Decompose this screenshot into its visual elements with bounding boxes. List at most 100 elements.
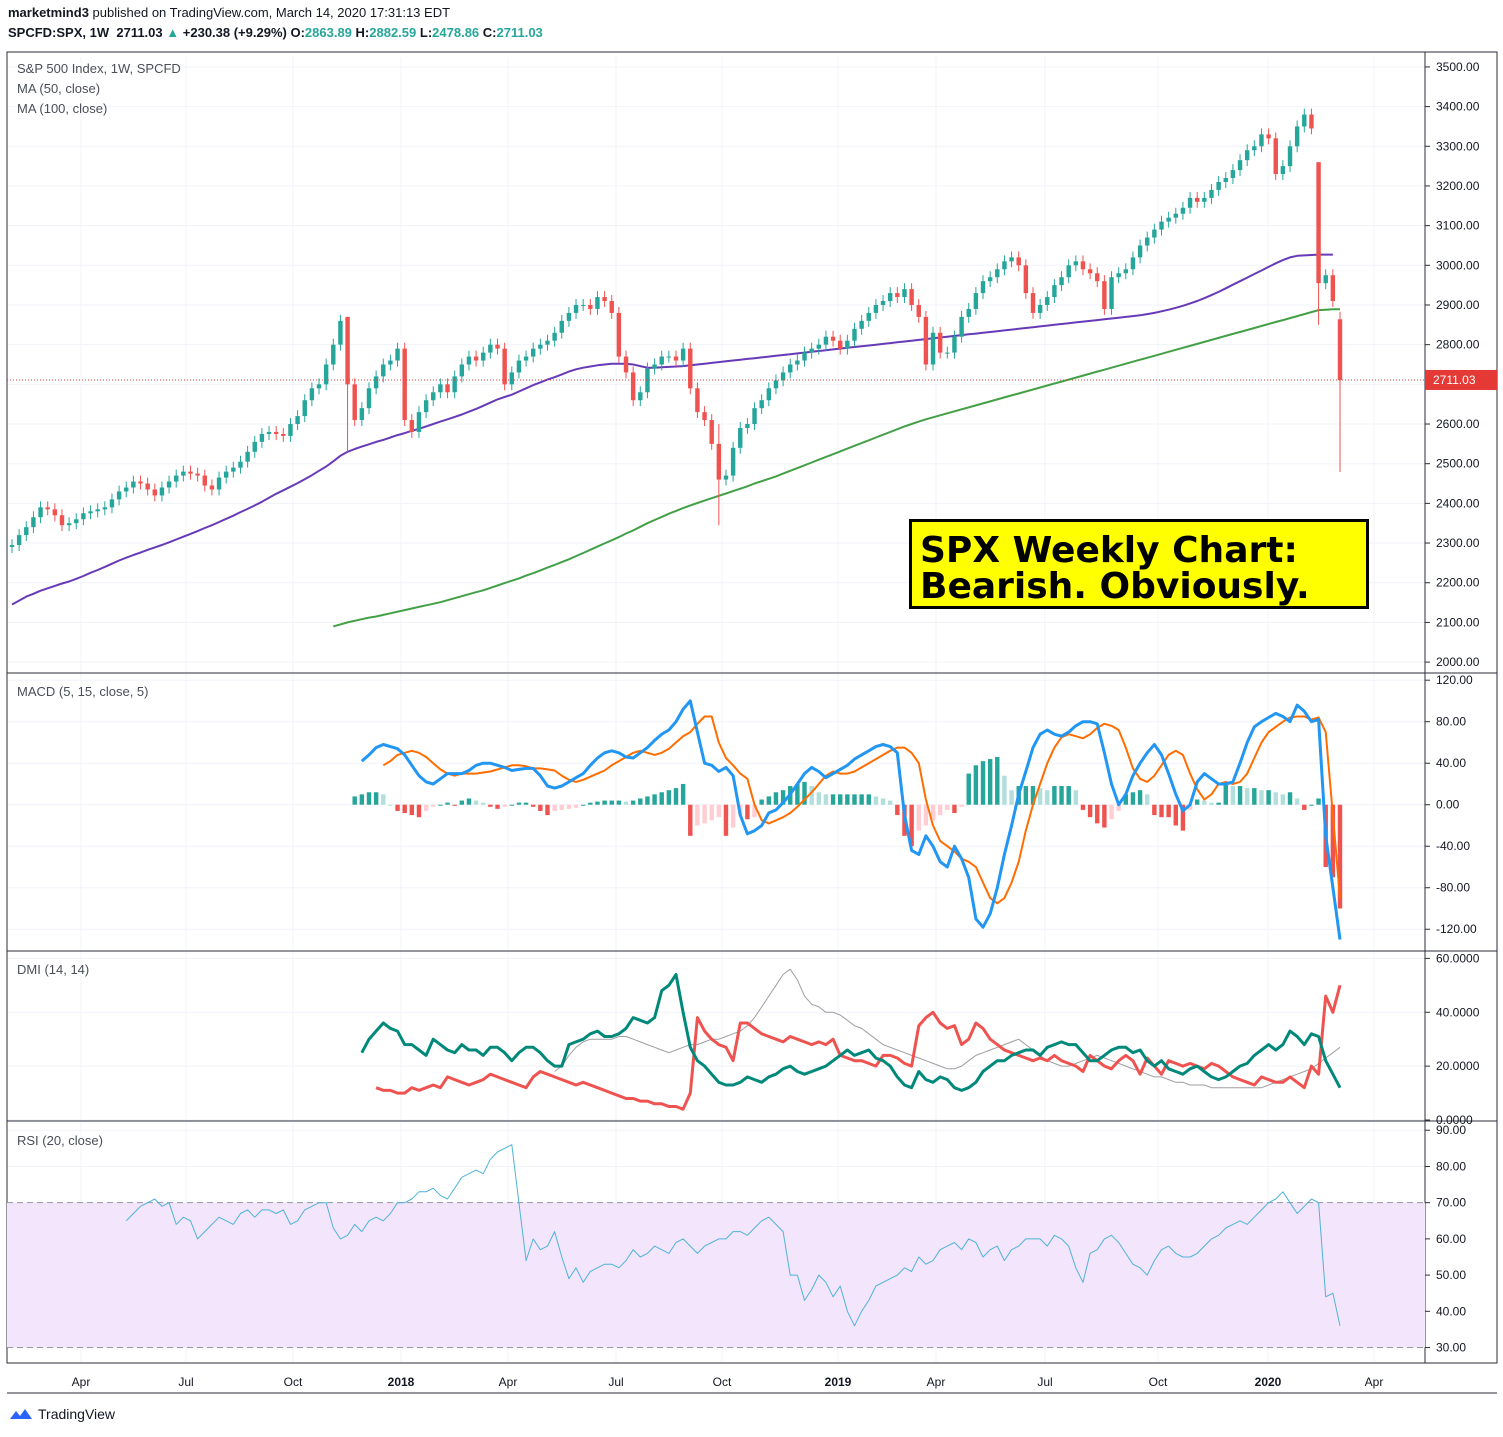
candle-body bbox=[937, 332, 943, 353]
price-tick-label: 2000.00 bbox=[1436, 655, 1480, 669]
candle-body bbox=[331, 344, 336, 365]
price-tick-label: 3400.00 bbox=[1436, 100, 1480, 114]
author-name[interactable]: marketmind3 bbox=[8, 5, 89, 20]
candle-body bbox=[673, 356, 679, 361]
candle-body bbox=[1280, 166, 1286, 175]
macd-histogram-bar bbox=[830, 794, 836, 805]
macd-histogram-bar bbox=[966, 773, 971, 805]
candle-body bbox=[866, 312, 871, 321]
candle-body bbox=[723, 475, 729, 480]
macd-histogram-bar bbox=[916, 804, 921, 831]
change-arrow-icon: ▲ bbox=[166, 25, 180, 40]
candle-body bbox=[52, 509, 58, 516]
annotation-callout: SPX Weekly Chart: Bearish. Obviously. bbox=[909, 519, 1369, 609]
symbol-label: SPCFD:SPX, 1W bbox=[8, 25, 110, 40]
macd-histogram-bar bbox=[1194, 799, 1200, 805]
tradingview-logo[interactable]: TradingView bbox=[8, 1406, 115, 1422]
candle-body bbox=[1102, 281, 1107, 309]
candle-body bbox=[830, 336, 836, 341]
macd-histogram-bar bbox=[987, 759, 993, 805]
macd-histogram-bar bbox=[880, 798, 886, 805]
macd-histogram-bar bbox=[1330, 804, 1336, 878]
candle-body bbox=[452, 376, 457, 393]
macd-histogram-bar bbox=[452, 804, 457, 806]
macd-histogram-bar bbox=[1237, 786, 1243, 805]
macd-tick-label: -120.00 bbox=[1436, 922, 1477, 936]
macd-histogram-bar bbox=[730, 804, 736, 828]
candle-body bbox=[616, 312, 622, 357]
macd-histogram-bar bbox=[1166, 804, 1171, 818]
candle-body bbox=[1123, 269, 1129, 274]
macd-histogram-bar bbox=[1123, 794, 1129, 805]
candle-body bbox=[980, 281, 986, 294]
candle-body bbox=[1273, 138, 1278, 175]
candle-body bbox=[1216, 181, 1221, 190]
macd-histogram-bar bbox=[481, 802, 486, 805]
open-value: 2863.89 bbox=[304, 25, 352, 40]
rsi-tick-label: 80.00 bbox=[1436, 1159, 1466, 1173]
dmi-tick-label: 0.0000 bbox=[1436, 1113, 1473, 1127]
macd-histogram-bar bbox=[395, 804, 400, 811]
candle-body bbox=[588, 304, 593, 309]
candle-body bbox=[959, 316, 964, 337]
macd-histogram-bar bbox=[1180, 804, 1186, 831]
candle-body bbox=[1109, 277, 1114, 309]
candle-body bbox=[438, 384, 443, 393]
candle-body bbox=[409, 420, 415, 432]
publish-date: published on TradingView.com, March 14, … bbox=[92, 5, 451, 20]
candle-body bbox=[880, 301, 886, 305]
candle-body bbox=[131, 481, 136, 488]
price-tick-label: 2600.00 bbox=[1436, 417, 1480, 431]
macd-histogram-bar bbox=[509, 804, 514, 806]
macd-histogram-bar bbox=[366, 792, 372, 805]
macd-histogram-bar bbox=[473, 800, 479, 805]
candle-body bbox=[545, 340, 550, 345]
macd-histogram-bar bbox=[766, 796, 772, 805]
adx-line bbox=[554, 968, 1341, 1089]
macd-histogram-bar bbox=[645, 796, 650, 805]
candle-body bbox=[716, 443, 722, 480]
x-tick-label: Apr bbox=[927, 1375, 946, 1389]
macd-histogram-bar bbox=[1130, 792, 1136, 805]
candle-body bbox=[209, 485, 215, 490]
price-tick-label: 2300.00 bbox=[1436, 536, 1480, 550]
macd-histogram-bar bbox=[1173, 804, 1178, 826]
candle-body bbox=[159, 487, 165, 496]
candle-body bbox=[181, 471, 186, 476]
macd-tick-label: 40.00 bbox=[1436, 756, 1466, 770]
candle-body bbox=[316, 384, 322, 389]
candle-body bbox=[516, 360, 522, 373]
macd-histogram-bar bbox=[859, 794, 864, 805]
macd-histogram-bar bbox=[523, 802, 529, 805]
macd-histogram-bar bbox=[402, 804, 407, 814]
macd-histogram-bar bbox=[845, 794, 850, 805]
candle-body bbox=[602, 297, 607, 302]
ma50-line bbox=[11, 253, 1333, 606]
x-tick-label: Oct bbox=[1149, 1375, 1168, 1389]
price-tick-label: 2400.00 bbox=[1436, 496, 1480, 510]
candle-body bbox=[16, 535, 22, 546]
last-price-tag-label: 2711.03 bbox=[1433, 373, 1476, 387]
candle-body bbox=[266, 431, 272, 434]
candle-body bbox=[1045, 297, 1050, 305]
ma50-legend: MA (50, close) bbox=[17, 81, 100, 96]
macd-histogram-bar bbox=[416, 804, 422, 818]
macd-histogram-bar bbox=[1109, 804, 1114, 820]
rsi-pane bbox=[7, 1144, 1425, 1349]
macd-histogram-bar bbox=[1152, 804, 1157, 816]
macd-histogram-bar bbox=[752, 804, 757, 818]
macd-histogram-bar bbox=[595, 801, 600, 805]
candle-body bbox=[909, 289, 914, 305]
candle-body bbox=[445, 384, 450, 393]
macd-histogram-bar bbox=[545, 804, 550, 816]
candle-body bbox=[1009, 257, 1014, 262]
candle-body bbox=[1237, 160, 1243, 171]
last-price: 2711.03 bbox=[116, 25, 163, 40]
x-tick-label: Jul bbox=[608, 1375, 623, 1389]
candle-body bbox=[102, 507, 108, 510]
candle-body bbox=[345, 316, 350, 385]
candle-body bbox=[873, 304, 879, 313]
candle-body bbox=[231, 467, 236, 472]
candle-body bbox=[38, 507, 43, 518]
